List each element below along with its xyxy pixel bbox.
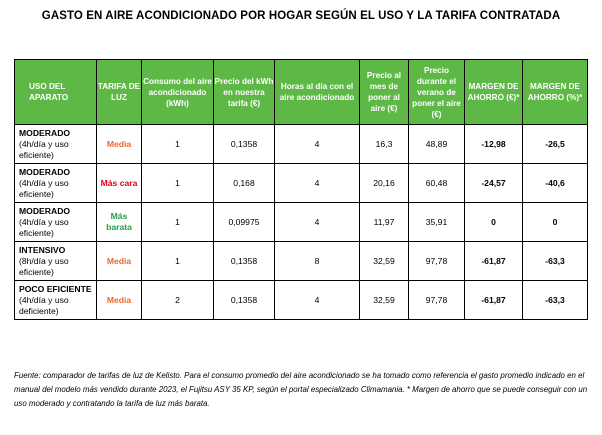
monthly-price-cell: 32,59 [359, 241, 409, 281]
kwh-price-cell: 0,1358 [213, 241, 275, 281]
tariff-label: Media [106, 138, 132, 149]
usage-title: INTENSIVO [19, 244, 66, 255]
usage-cell: POCO EFICIENTE (4h/día y uso deficiente) [14, 280, 97, 320]
tariff-cell: Más barata [96, 202, 142, 242]
saving-eur-cell: -61,87 [464, 280, 523, 320]
summer-price-cell: 48,89 [408, 124, 465, 164]
col-header-kwh-price: Precio del kWh en nuestra tarifa (€) [213, 59, 275, 125]
saving-eur-cell: -12,98 [464, 124, 523, 164]
hours-cell: 4 [274, 280, 360, 320]
col-header-hours: Horas al día con el aire acondicionado [274, 59, 360, 125]
hours-cell: 4 [274, 202, 360, 242]
usage-title: MODERADO [19, 127, 71, 138]
col-header-tariff: TARIFA DE LUZ [96, 59, 142, 125]
usage-description: (4h/día y uso eficiente) [19, 138, 69, 160]
tariff-cell: Media [96, 280, 142, 320]
summer-price-cell: 60,48 [408, 163, 465, 203]
saving-pct-cell: -63,3 [522, 280, 588, 320]
kwh-price-cell: 0,1358 [213, 124, 275, 164]
tariff-cell: Más cara [96, 163, 142, 203]
saving-pct-cell: -63,3 [522, 241, 588, 281]
col-header-saving-eur: MARGEN DE AHORRO (€)* [464, 59, 523, 125]
kwh-price-cell: 0,168 [213, 163, 275, 203]
saving-eur-cell: 0 [464, 202, 523, 242]
summer-price-cell: 97,78 [408, 280, 465, 320]
tariff-label: Más barata [106, 211, 132, 232]
consumption-cell: 1 [141, 163, 214, 203]
col-header-monthly-price: Precio al mes de poner al aire (€) [359, 59, 409, 125]
source-footnote: Fuente: comparador de tarifas de luz de … [14, 371, 588, 408]
monthly-price-cell: 16,3 [359, 124, 409, 164]
saving-eur-cell: -24,57 [464, 163, 523, 203]
usage-cell: MODERADO (4h/día y uso eficiente) [14, 163, 97, 203]
table-row: MODERADO (4h/día y uso eficiente) Media … [14, 124, 588, 164]
tariff-label: Media [106, 294, 132, 305]
usage-cell: MODERADO (4h/día y uso eficiente) [14, 124, 97, 164]
table-row: POCO EFICIENTE (4h/día y uso deficiente)… [14, 280, 588, 320]
ac-cost-table: USO DEL APARATO TARIFA DE LUZ Consumo de… [14, 59, 588, 320]
usage-description: (4h/día y uso deficiente) [19, 294, 69, 316]
monthly-price-cell: 11,97 [359, 202, 409, 242]
tariff-label: Media [106, 255, 132, 266]
table-row: INTENSIVO (8h/día y uso eficiente) Media… [14, 241, 588, 281]
summer-price-cell: 97,78 [408, 241, 465, 281]
hours-cell: 8 [274, 241, 360, 281]
consumption-cell: 1 [141, 241, 214, 281]
table-header-row: USO DEL APARATO TARIFA DE LUZ Consumo de… [14, 59, 588, 125]
usage-cell: MODERADO (4h/día y uso eficiente) [14, 202, 97, 242]
tariff-cell: Media [96, 124, 142, 164]
tariff-cell: Media [96, 241, 142, 281]
consumption-cell: 1 [141, 202, 214, 242]
monthly-price-cell: 20,16 [359, 163, 409, 203]
consumption-cell: 2 [141, 280, 214, 320]
monthly-price-cell: 32,59 [359, 280, 409, 320]
consumption-cell: 1 [141, 124, 214, 164]
usage-cell: INTENSIVO (8h/día y uso eficiente) [14, 241, 97, 281]
usage-title: POCO EFICIENTE [19, 283, 92, 294]
usage-description: (4h/día y uso eficiente) [19, 177, 69, 199]
usage-description: (4h/día y uso eficiente) [19, 216, 69, 238]
saving-pct-cell: -40,6 [522, 163, 588, 203]
table-row: MODERADO (4h/día y uso eficiente) Más ca… [14, 163, 588, 203]
kwh-price-cell: 0,09975 [213, 202, 275, 242]
saving-pct-cell: 0 [522, 202, 588, 242]
hours-cell: 4 [274, 124, 360, 164]
table-row: MODERADO (4h/día y uso eficiente) Más ba… [14, 202, 588, 242]
usage-title: MODERADO [19, 166, 71, 177]
page-title: GASTO EN AIRE ACONDICIONADO POR HOGAR SE… [41, 10, 561, 22]
summer-price-cell: 35,91 [408, 202, 465, 242]
col-header-consumption: Consumo del aire acondicionado (kWh) [141, 59, 214, 125]
saving-eur-cell: -61,87 [464, 241, 523, 281]
tariff-label: Más cara [100, 177, 138, 188]
hours-cell: 4 [274, 163, 360, 203]
kwh-price-cell: 0,1358 [213, 280, 275, 320]
col-header-saving-pct: MARGEN DE AHORRO (%)* [522, 59, 588, 125]
col-header-summer-price: Precio durante el verano de poner el air… [408, 59, 465, 125]
saving-pct-cell: -26,5 [522, 124, 588, 164]
col-header-usage: USO DEL APARATO [14, 59, 97, 125]
usage-description: (8h/día y uso eficiente) [19, 255, 69, 277]
usage-title: MODERADO [19, 205, 71, 216]
